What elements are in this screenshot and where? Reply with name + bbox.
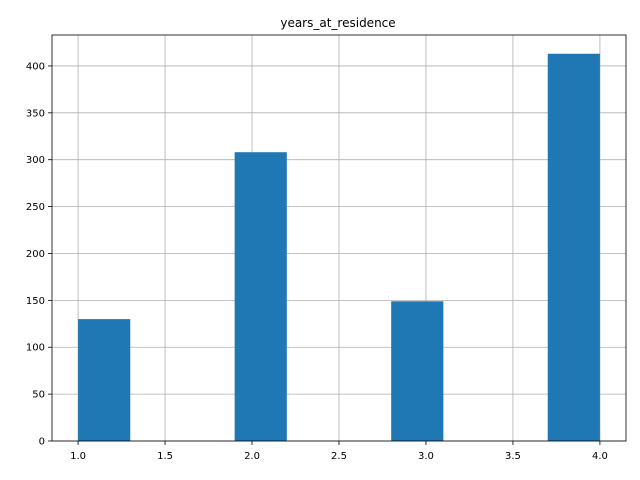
chart-title: years_at_residence [280,16,395,30]
y-tick-label: 0 [39,437,45,448]
y-tick-label: 50 [32,390,45,401]
histogram-bar [78,319,131,441]
histogram-bar [547,53,600,441]
x-tick-label: 2.5 [331,451,347,462]
histogram-bar [234,152,287,441]
x-tick-label: 3.0 [418,451,434,462]
x-tick-label: 1.0 [70,451,86,462]
axes: 1.0 1.5 2.0 2.5 3.0 3.5 4.0 0 50 100 150 200 250 300 3… [26,34,627,462]
x-tick-label: 3.5 [505,451,521,462]
y-tick-label: 250 [26,202,45,213]
histogram-bar [391,301,444,441]
grid [52,35,626,442]
y-tick-label: 400 [26,61,45,72]
y-tick-label: 300 [26,155,45,166]
x-tick-label: 4.0 [592,451,608,462]
x-tick-label: 2.0 [244,451,260,462]
x-tick-label: 1.5 [157,451,173,462]
y-tick-label: 100 [26,343,45,354]
y-tick-label: 350 [26,108,45,119]
y-tick-label: 200 [26,249,45,260]
y-tick-label: 150 [26,296,45,307]
bars [78,53,600,441]
